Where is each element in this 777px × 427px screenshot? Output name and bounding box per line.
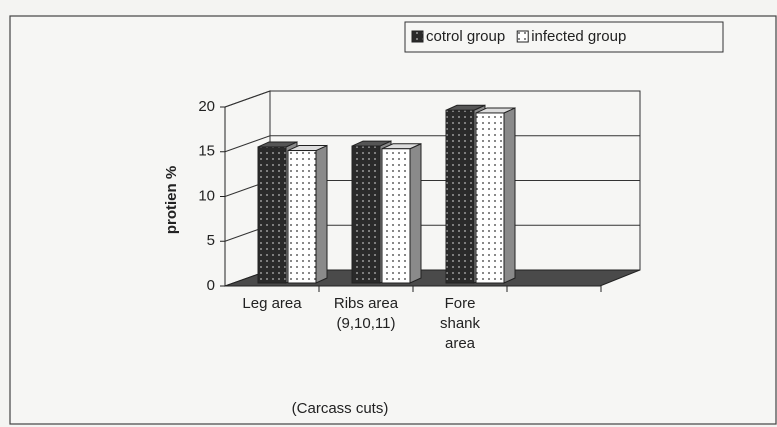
y-tick-label: 10 xyxy=(198,187,215,204)
legend-swatch xyxy=(411,30,424,43)
y-tick-label: 20 xyxy=(198,98,215,115)
legend-swatch xyxy=(516,30,529,43)
x-tick-label-box: Fore shank area xyxy=(439,295,481,352)
bar xyxy=(445,109,475,284)
x-tick-label: Leg area xyxy=(242,295,302,312)
y-axis-label: protien % xyxy=(163,166,180,234)
y-tick-label: 5 xyxy=(207,232,215,249)
legend-box xyxy=(404,21,724,53)
x-tick-label-box: Leg area xyxy=(242,295,302,312)
bar xyxy=(381,148,411,284)
x-axis-label: (Carcass cuts) xyxy=(292,400,389,417)
bar xyxy=(257,146,287,284)
x-tick-label-box: Ribs area (9,10,11) xyxy=(333,295,399,332)
y-tick-label: 0 xyxy=(207,277,215,294)
y-tick-label: 15 xyxy=(198,143,215,160)
bar xyxy=(351,145,381,284)
bar xyxy=(475,112,505,284)
x-tick-label: Ribs area (9,10,11) xyxy=(333,295,399,332)
bar xyxy=(287,150,317,284)
legend-label: cotrol group xyxy=(426,28,505,45)
bar-side xyxy=(409,142,422,284)
bar-side xyxy=(503,107,516,284)
grid-line xyxy=(224,90,640,108)
legend-label: infected group xyxy=(531,28,626,45)
x-tick-label: Fore shank area xyxy=(439,295,481,352)
grid-line xyxy=(224,135,640,153)
bar-side xyxy=(315,144,328,284)
